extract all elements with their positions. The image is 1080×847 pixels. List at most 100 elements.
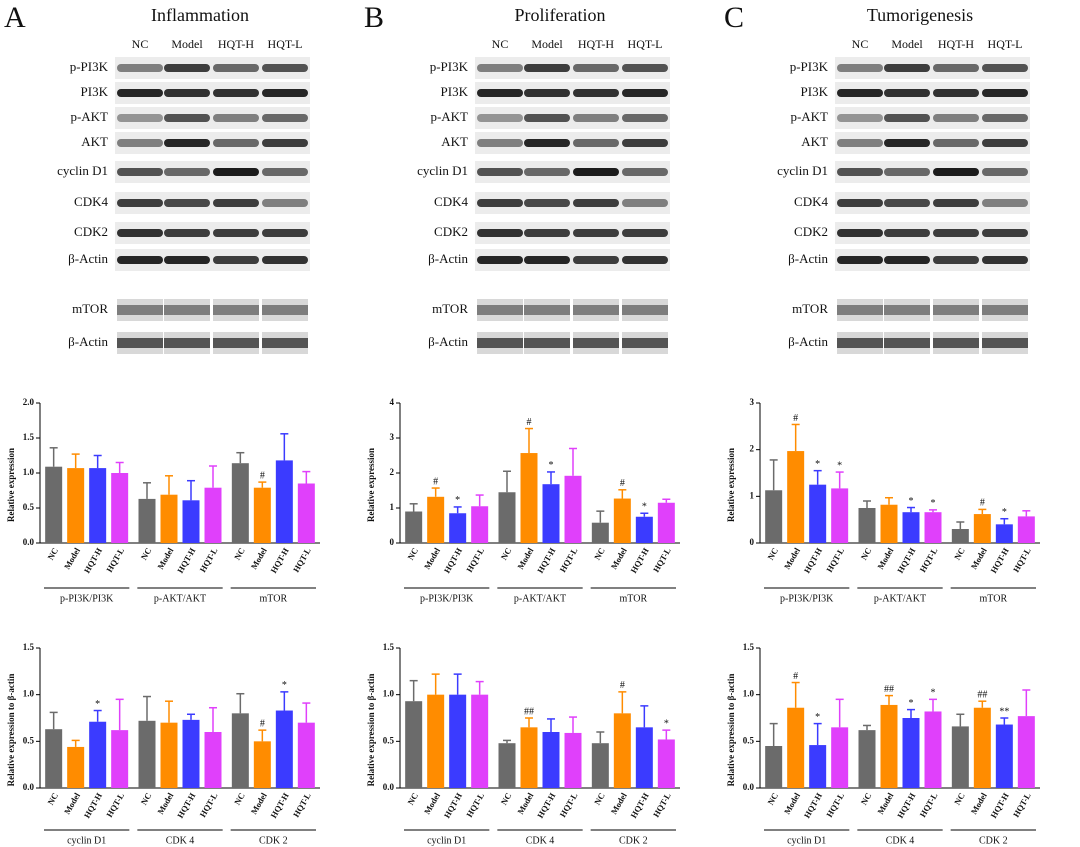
x-tick-label: HQT-H (628, 791, 651, 820)
significance-mark: ## (524, 706, 534, 717)
bar (111, 473, 129, 543)
blot-band (213, 89, 259, 97)
lane-label: HQT-H (938, 37, 975, 51)
bar (231, 713, 249, 788)
group-label: CDK 2 (619, 835, 648, 846)
capillary-band (164, 338, 210, 348)
group-label: CDK 4 (166, 835, 195, 846)
blot-band (262, 114, 308, 122)
significance-mark: # (980, 498, 985, 509)
y-tick-label: 1.0 (23, 689, 35, 699)
significance-mark: * (837, 460, 842, 471)
y-axis-title: Relative expression (726, 448, 736, 522)
x-tick-label: HQT-L (917, 791, 939, 819)
x-tick-label: HQT-L (291, 791, 313, 819)
bar (902, 512, 920, 543)
blot-label: p-PI3K (430, 59, 469, 74)
significance-mark: * (549, 460, 554, 471)
blot-band (164, 229, 210, 237)
blot-band (262, 229, 308, 237)
bar (1017, 516, 1035, 543)
blot-band (837, 89, 883, 97)
group-label: p-PI3K/PI3K (60, 593, 114, 604)
x-tick-label: HQT-H (175, 791, 198, 820)
significance-mark: # (260, 718, 265, 729)
capillary-band (884, 305, 930, 315)
bar (520, 727, 538, 788)
significance-mark: * (815, 459, 820, 470)
x-tick-label: NC (139, 546, 154, 562)
blot-band (164, 199, 210, 207)
x-tick-label: Model (875, 545, 896, 571)
blot-band (213, 256, 259, 264)
blot-background (475, 132, 670, 154)
blot-band (573, 64, 619, 72)
group-label: cyclin D1 (787, 835, 826, 846)
x-tick-label: HQT-H (268, 546, 291, 575)
x-tick-label: HQT-L (917, 546, 939, 574)
x-tick-label: HQT-H (175, 546, 198, 575)
group-label: CDK 2 (259, 835, 288, 846)
blot-band (477, 89, 523, 97)
blot-band (213, 199, 259, 207)
x-tick-label: HQT-H (988, 791, 1011, 820)
bar (657, 739, 675, 788)
blot-band (117, 199, 163, 207)
blot-band (477, 256, 523, 264)
blot-background (835, 249, 1030, 271)
bar (973, 514, 991, 543)
blot-label: mTOR (72, 301, 108, 316)
blot-band (982, 256, 1028, 264)
y-tick-label: 1.5 (23, 432, 35, 442)
y-tick-label: 2.0 (23, 397, 35, 407)
capillary-band (262, 305, 308, 315)
bar (765, 490, 783, 543)
bar (498, 743, 516, 788)
capillary-band (477, 338, 523, 348)
panel-letter: B (364, 1, 384, 34)
blot-band (164, 89, 210, 97)
blot-band (884, 229, 930, 237)
blot-background (835, 107, 1030, 129)
bar (231, 463, 249, 543)
x-tick-label: Model (515, 790, 536, 816)
bar (995, 724, 1013, 788)
blot-label: AKT (801, 134, 828, 149)
bar (765, 746, 783, 788)
group-label: CDK 4 (526, 835, 555, 846)
blot-band (837, 229, 883, 237)
x-tick-label: HQT-L (557, 546, 579, 574)
blot-background (835, 82, 1030, 104)
group-label: p-PI3K/PI3K (780, 593, 834, 604)
y-tick-label: 1.5 (743, 642, 755, 652)
bar (427, 694, 445, 788)
bar (427, 496, 445, 543)
blot-band (262, 168, 308, 176)
blot-band (933, 139, 979, 147)
x-tick-label: NC (232, 546, 247, 562)
blot-background (835, 161, 1030, 183)
x-tick-label: Model (155, 790, 176, 816)
significance-mark: * (909, 698, 914, 709)
blot-band (573, 199, 619, 207)
blot-label: p-AKT (430, 109, 468, 124)
blot-band (837, 139, 883, 147)
bar (204, 487, 222, 543)
x-tick-label: HQT-L (824, 546, 846, 574)
capillary-band (933, 338, 979, 348)
blot-label: CDK2 (74, 224, 108, 239)
blot-band (262, 199, 308, 207)
x-tick-label: Model (249, 790, 270, 816)
group-label: mTOR (260, 593, 288, 604)
blot-band (262, 64, 308, 72)
significance-mark: ** (999, 706, 1009, 717)
x-tick-label: Model (422, 790, 443, 816)
x-tick-label: HQT-L (557, 791, 579, 819)
x-tick-label: Model (782, 790, 803, 816)
blot-band (573, 168, 619, 176)
bar (951, 529, 969, 543)
group-label: CDK 4 (886, 835, 915, 846)
blot-band (884, 168, 930, 176)
x-tick-label: HQT-L (651, 546, 673, 574)
